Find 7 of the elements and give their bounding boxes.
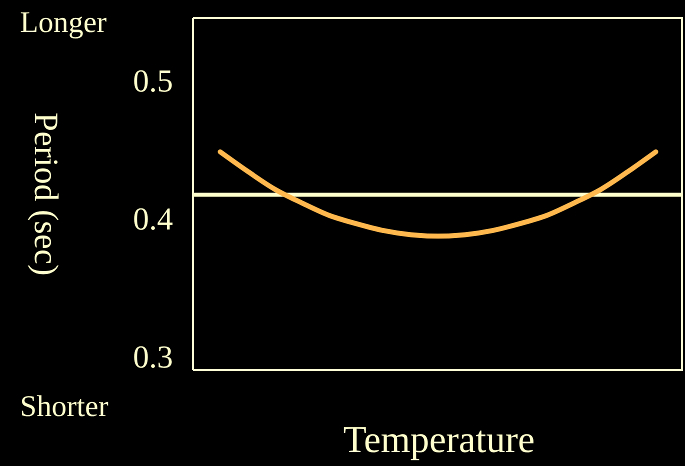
y-tick-label: 0.5: [133, 62, 173, 98]
y-axis-title: Period (sec): [26, 112, 64, 276]
text: Longer: [20, 6, 107, 40]
text: Shorter: [20, 390, 108, 424]
y-tick-label: 0.4: [133, 200, 173, 237]
x-axis-title: Temperature: [342, 418, 536, 462]
y-tick-label: 0.3: [133, 338, 173, 375]
